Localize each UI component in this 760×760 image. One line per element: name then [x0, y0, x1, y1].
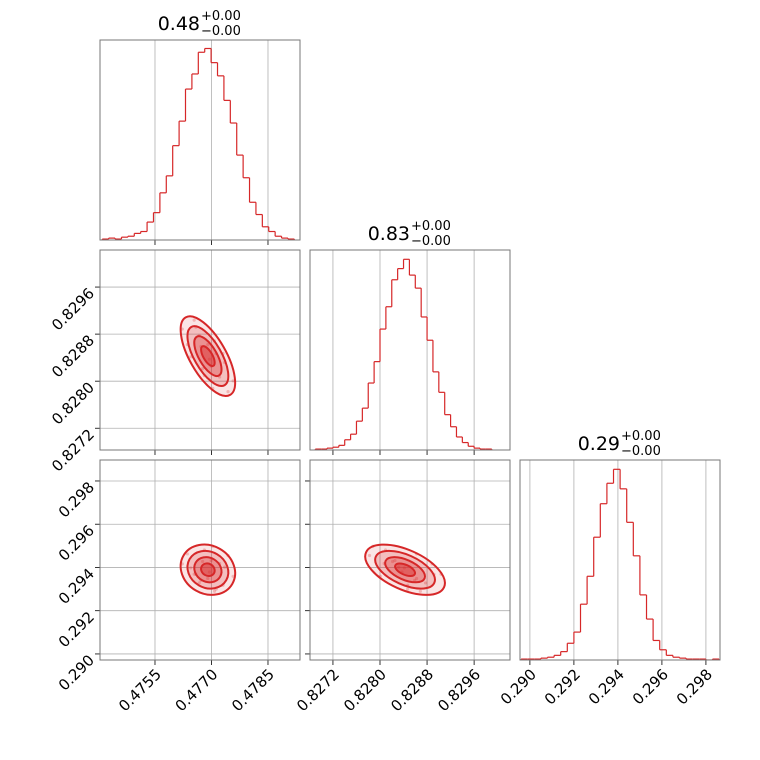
- sample-point: [390, 559, 395, 564]
- sample-point: [402, 566, 406, 570]
- sample-point: [414, 576, 419, 581]
- x-tick-label: 0.4770: [172, 665, 222, 715]
- plot-area: [101, 47, 295, 240]
- y-tick-label: 0.290: [55, 651, 98, 694]
- sample-point: [206, 576, 210, 581]
- plot-area: [179, 543, 237, 596]
- axes-frame: [519, 459, 721, 661]
- x-tick-label: 0.8280: [340, 665, 390, 715]
- x-tick-label: 0.4755: [115, 665, 165, 715]
- x-tick-label: 0.8296: [434, 665, 484, 715]
- panel-title-sub: −0.00: [621, 444, 661, 459]
- density-contour: [200, 562, 216, 578]
- sample-point: [209, 558, 213, 563]
- panel-title-sup: +0.00: [201, 9, 241, 24]
- x-tick-label: 0.290: [497, 665, 540, 708]
- plot-area: [364, 543, 446, 596]
- y-tick-label: 0.8288: [48, 331, 98, 381]
- axes-frame: [309, 249, 511, 451]
- panel-title: 0.83: [368, 223, 410, 245]
- density-contour: [374, 549, 436, 590]
- x-tick-label: 0.294: [585, 665, 628, 708]
- sample-point: [418, 589, 422, 593]
- sample-point: [226, 390, 230, 394]
- density-contour: [193, 556, 223, 584]
- plot-area: [520, 468, 720, 660]
- density-contour: [179, 315, 237, 397]
- panel: 0.290 0.292 0.294 0.296 0.298 0.29 +0.00−0.00: [497, 429, 721, 708]
- y-tick-label: 0.292: [55, 608, 98, 651]
- sample-point: [192, 318, 196, 322]
- panel-title-sup: +0.00: [621, 429, 661, 444]
- x-tick-label: 0.292: [541, 665, 584, 708]
- sample-point: [197, 581, 201, 585]
- x-tick-label: 0.4785: [228, 665, 278, 715]
- sample-point: [393, 558, 397, 563]
- sample-point: [201, 366, 205, 371]
- sample-point: [413, 578, 417, 582]
- y-tick-label: 0.296: [55, 521, 98, 564]
- sample-point: [212, 589, 217, 593]
- density-contour: [200, 345, 216, 368]
- sample-point: [423, 581, 428, 585]
- panel-title: 0.48: [158, 13, 200, 35]
- x-tick-label: 0.298: [673, 665, 716, 708]
- sample-point: [185, 552, 189, 556]
- density-contour: [394, 562, 417, 578]
- x-tick-label: 0.296: [629, 665, 672, 708]
- panel-title: 0.29: [578, 433, 620, 455]
- plot-area: [314, 258, 493, 450]
- y-tick-label: 0.8272: [48, 426, 98, 476]
- sample-point: [201, 559, 205, 564]
- axes-frame: [309, 459, 511, 661]
- axes-frame: [99, 459, 301, 661]
- density-contour: [186, 325, 230, 387]
- x-tick-label: 0.8288: [387, 665, 437, 715]
- density-contour: [384, 556, 426, 584]
- panel-title-sup: +0.00: [411, 219, 451, 234]
- panel-title-sub: −0.00: [201, 24, 241, 39]
- sample-point: [406, 587, 410, 591]
- plot-area: [179, 315, 237, 397]
- density-contour: [364, 543, 446, 596]
- sample-point: [367, 553, 372, 558]
- sample-point: [189, 566, 193, 570]
- y-tick-label: 0.298: [55, 478, 98, 521]
- sample-point: [206, 342, 210, 347]
- panel: 0.48 +0.00−0.00: [99, 9, 301, 245]
- sample-point: [207, 570, 212, 574]
- sample-point: [397, 565, 401, 569]
- sample-point: [231, 379, 235, 383]
- panel: 0.83 +0.00−0.00: [309, 219, 511, 455]
- panel: 0.4755 0.4770 0.4785 0.2900.2920.2940.2960.…: [55, 459, 301, 715]
- axes-frame: [99, 39, 301, 241]
- y-tick-label: 0.8296: [48, 284, 98, 334]
- x-tick-label: 0.8272: [293, 665, 343, 715]
- y-tick-label: 0.294: [55, 565, 98, 608]
- panel-title-sub: −0.00: [411, 234, 451, 249]
- sample-point: [207, 357, 212, 361]
- y-tick-label: 0.8280: [48, 378, 98, 428]
- axes-frame: [99, 249, 301, 451]
- sample-point: [223, 565, 227, 569]
